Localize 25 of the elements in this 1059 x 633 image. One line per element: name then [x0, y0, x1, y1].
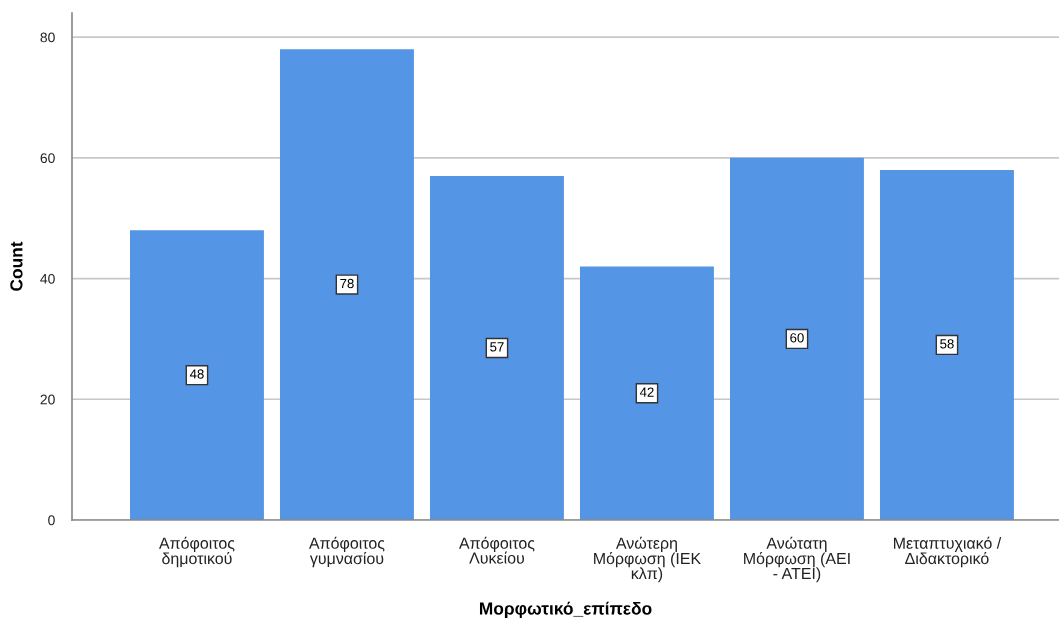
- bar: [279, 49, 414, 520]
- bar: [129, 230, 264, 520]
- x-tick-label: Ανώτατη Μόρφωση (ΑΕΙ - ΑΤΕΙ): [744, 536, 850, 583]
- x-tick-label: Απόφοιτος Λυκείου: [458, 536, 535, 564]
- x-axis-title: Μορφωτικό_επίπεδο: [479, 601, 652, 619]
- data-label: 48: [189, 369, 204, 379]
- y-tick-label: 20: [40, 394, 55, 405]
- y-axis-title: Count: [10, 241, 23, 291]
- data-label: 78: [340, 278, 354, 289]
- y-tick-label: 0: [48, 515, 55, 526]
- data-label: 60: [790, 333, 804, 343]
- y-tick-label: 40: [40, 273, 55, 284]
- data-label: 58: [940, 339, 954, 349]
- x-tick-label: Ανώτερη Μόρφωση (ΙΕΚ κλπ): [594, 536, 701, 583]
- bar: [729, 157, 864, 520]
- x-tick-label: Μεταπτυχιακό / Διδακτορικό: [894, 536, 1002, 568]
- x-tick-label: Απόφοιτος δημοτικού: [158, 536, 235, 568]
- bar: [879, 169, 1014, 520]
- y-tick-label: 80: [40, 32, 55, 43]
- bar: [579, 266, 714, 520]
- x-tick-label: Απόφοιτος γυμνασίου: [308, 536, 385, 568]
- y-tick-label: 60: [40, 153, 55, 164]
- data-label: 42: [639, 387, 654, 397]
- bar: [429, 175, 564, 520]
- data-label: 57: [490, 342, 504, 352]
